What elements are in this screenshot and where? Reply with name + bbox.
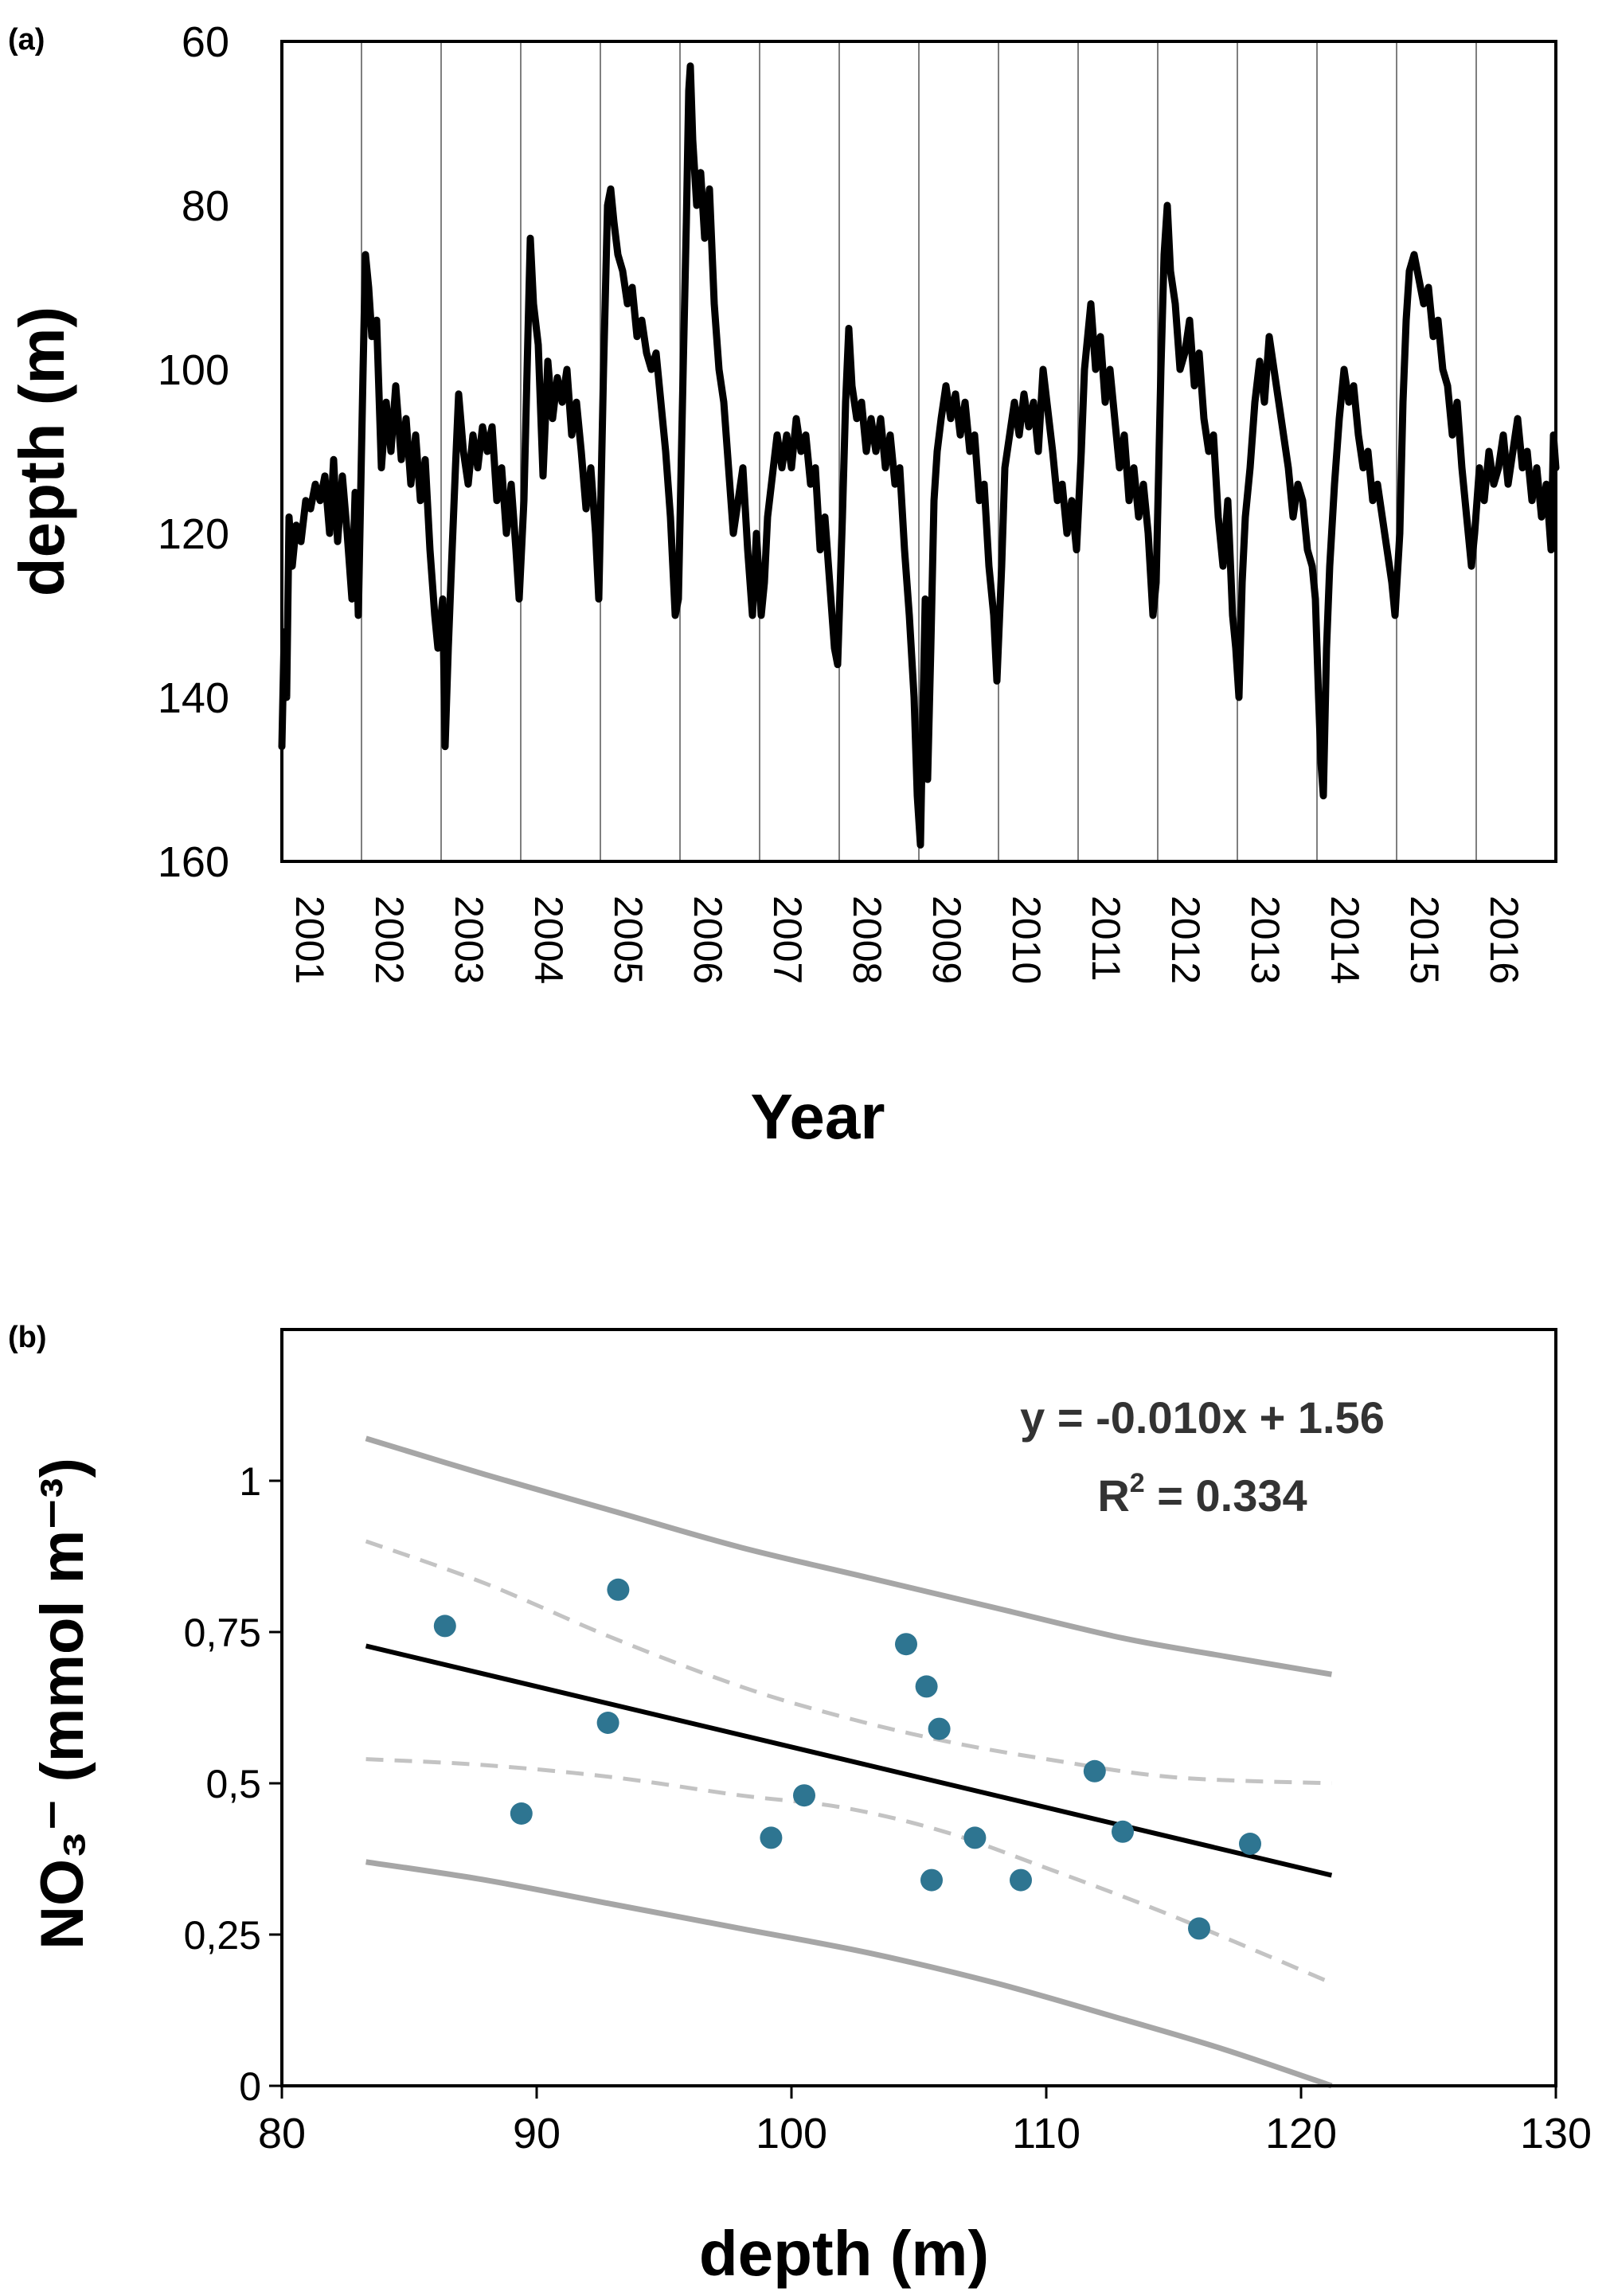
x-tick-label: 130 bbox=[1520, 2110, 1592, 2157]
x-axis-ticks: 80 90 100 110 120 130 bbox=[258, 2086, 1592, 2157]
x-tick-label: 2003 bbox=[447, 896, 491, 984]
y-tick-label: 0,75 bbox=[184, 1611, 261, 1655]
panel-b-scatter-chart: (b) 0 0,25 0,5 0,75 1 80 90 100 110 120 130 y = -… bbox=[8, 1321, 1592, 2289]
data-point bbox=[1083, 1759, 1106, 1783]
y-axis-title: depth (m) bbox=[6, 307, 77, 596]
x-tick-label: 2006 bbox=[686, 896, 730, 984]
regression-equation: y = -0.010x + 1.56 bbox=[1020, 1392, 1385, 1443]
data-point bbox=[793, 1784, 815, 1807]
r-squared-value: = 0.334 bbox=[1145, 1470, 1307, 1521]
y-tick-label: 80 bbox=[182, 182, 229, 230]
y-tick-label: 0 bbox=[239, 2064, 261, 2109]
x-tick-label: 2011 bbox=[1084, 896, 1128, 982]
x-tick-label: 90 bbox=[513, 2110, 561, 2157]
x-tick-label: 2013 bbox=[1243, 896, 1288, 984]
x-tick-label: 2016 bbox=[1482, 896, 1526, 984]
plot-frame bbox=[280, 40, 1557, 863]
data-point bbox=[920, 1868, 943, 1892]
x-axis-title: Year bbox=[750, 1081, 885, 1152]
r-squared-superscript: 2 bbox=[1130, 1468, 1145, 1498]
y-tick-label: 120 bbox=[158, 510, 229, 558]
x-axis-ticks: 2001 2002 2003 2004 2005 2006 2007 2008 2009 2010… bbox=[287, 896, 1526, 984]
x-axis-title: depth (m) bbox=[699, 2218, 989, 2289]
prediction-band-upper bbox=[365, 1435, 1332, 1677]
data-point bbox=[928, 1717, 951, 1740]
y-tick-label: 160 bbox=[158, 838, 229, 886]
confidence-band-lower bbox=[365, 1757, 1333, 1986]
regression-line bbox=[365, 1643, 1333, 1878]
x-tick-label: 80 bbox=[258, 2110, 306, 2157]
data-point bbox=[915, 1675, 938, 1698]
panel-a-label: (a) bbox=[8, 23, 45, 57]
data-point bbox=[433, 1615, 456, 1638]
data-point bbox=[1188, 1917, 1210, 1940]
data-point bbox=[1112, 1820, 1134, 1843]
y-axis-ticks: 60 80 100 120 140 160 bbox=[158, 18, 229, 886]
x-tick-label: 2001 bbox=[287, 896, 332, 984]
r-squared: R2 = 0.334 bbox=[1097, 1468, 1307, 1521]
r-squared-prefix: R bbox=[1097, 1470, 1129, 1521]
data-point bbox=[1239, 1833, 1261, 1855]
x-tick-label: 100 bbox=[756, 2110, 827, 2157]
data-point bbox=[596, 1712, 619, 1734]
x-tick-label: 2014 bbox=[1323, 896, 1367, 984]
y-tick-label: 0,25 bbox=[184, 1913, 261, 1958]
x-tick-label: 110 bbox=[1012, 2110, 1080, 2157]
confidence-band-upper bbox=[365, 1539, 1332, 1786]
data-points bbox=[433, 1578, 1261, 1940]
x-tick-label: 2015 bbox=[1402, 896, 1447, 984]
data-point bbox=[1010, 1868, 1032, 1892]
panel-b-label: (b) bbox=[8, 1321, 47, 1354]
data-point bbox=[607, 1578, 630, 1601]
x-tick-label: 120 bbox=[1265, 2110, 1337, 2157]
depth-series-line bbox=[278, 62, 1560, 849]
data-point bbox=[760, 1826, 783, 1849]
prediction-band-lower bbox=[365, 1859, 1333, 2089]
y-tick-label: 100 bbox=[158, 346, 229, 394]
x-tick-label: 2012 bbox=[1163, 896, 1208, 984]
x-tick-label: 2005 bbox=[606, 896, 651, 984]
x-tick-label: 2002 bbox=[367, 896, 412, 984]
data-point bbox=[510, 1802, 533, 1825]
x-tick-label: 2008 bbox=[845, 896, 889, 984]
x-tick-label: 2007 bbox=[765, 896, 810, 984]
y-axis-title: NO₃⁻ (mmol m⁻³) bbox=[29, 1458, 96, 1950]
y-tick-label: 0,5 bbox=[205, 1762, 261, 1806]
y-axis-ticks: 0 0,25 0,5 0,75 1 bbox=[184, 1459, 282, 2109]
x-tick-label: 2009 bbox=[924, 896, 969, 984]
data-point bbox=[895, 1633, 917, 1656]
y-tick-label: 60 bbox=[182, 18, 229, 66]
x-tick-label: 2010 bbox=[1004, 896, 1049, 984]
data-point bbox=[963, 1826, 987, 1849]
x-tick-label: 2004 bbox=[526, 896, 571, 984]
y-tick-label: 1 bbox=[239, 1459, 261, 1504]
plot-frame bbox=[280, 1328, 1557, 2087]
y-tick-label: 140 bbox=[158, 674, 229, 722]
